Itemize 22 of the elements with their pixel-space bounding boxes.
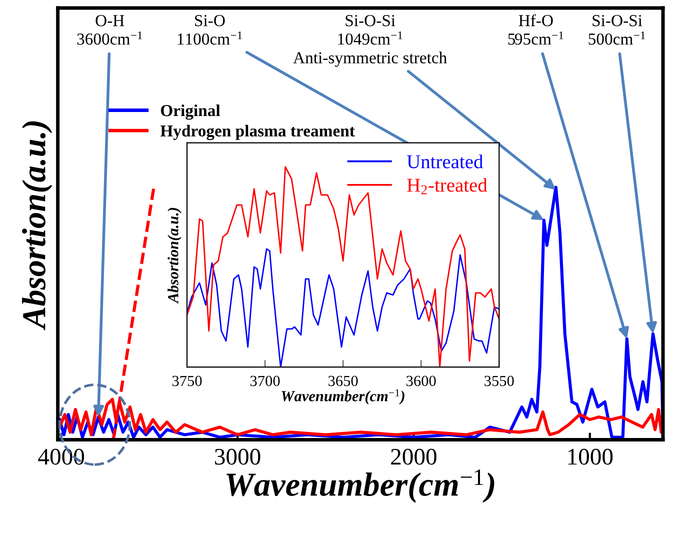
annotation: Si-O-Si 500cm$^{−1}$ (588, 15, 646, 45)
x-tick-label: 3600 (406, 376, 436, 386)
legend-label: Hydrogen plasma treament (160, 124, 355, 140)
legend-label: H$_{2}$-treated (407, 178, 488, 194)
x-axis-title: Wavenumber(cm$^{−1}$) (226, 470, 494, 503)
x-tick-label: 1000 (568, 448, 613, 465)
annotation: Si-O-Si 1049cm$^{−1}$ Anti-symmetric stretch (293, 15, 447, 67)
annotation: O-H 3600cm$^{−1}$ (77, 15, 142, 45)
x-tick-label: 4000 (38, 448, 84, 465)
x-tick-label: 3650 (328, 376, 358, 386)
y-axis-title: Absortion(a.u.) (22, 121, 52, 330)
annotation: Hf-O 595cm$^{−1}$ (508, 14, 564, 45)
x-tick-label: 2000 (391, 448, 436, 465)
annotation: Si-O 1100cm$^{−1}$ (178, 15, 242, 45)
x-tick-label: 3550 (484, 376, 514, 386)
x-tick-label: 3700 (250, 376, 280, 386)
legend-label: Untreated (406, 154, 483, 168)
x-tick-label: 3750 (172, 376, 202, 386)
x-tick-label: 3000 (215, 448, 260, 465)
legend-label: Original (160, 104, 220, 120)
x-axis-title: Wavenumber(cm$^{−1}$) (282, 389, 404, 404)
y-axis-title: Absortion(a.u.) (168, 208, 182, 304)
